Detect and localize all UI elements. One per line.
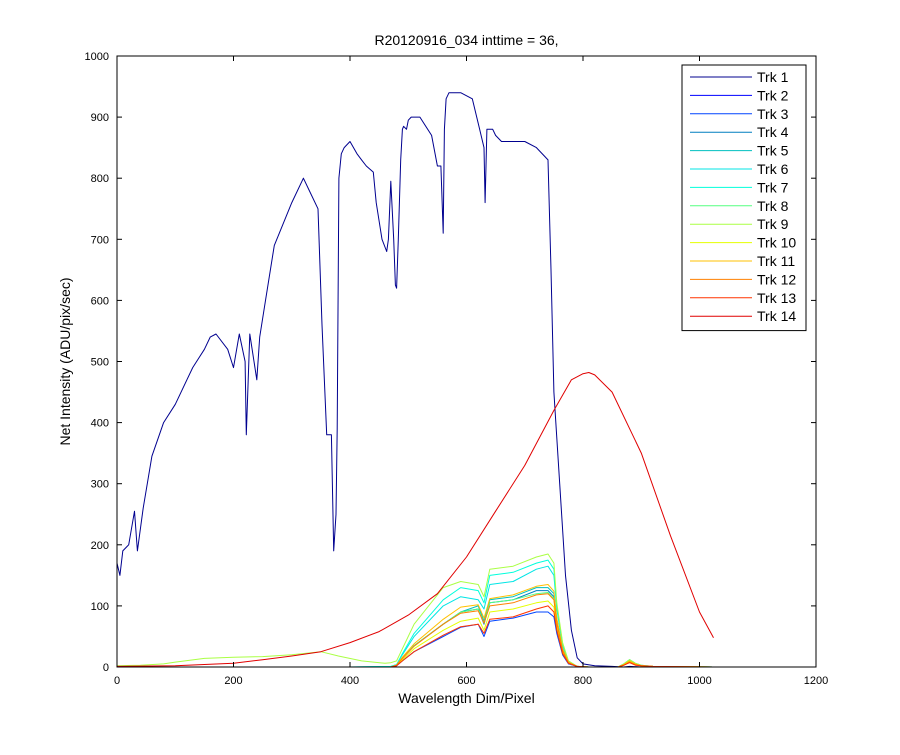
- legend-label-trk-14: Trk 14: [757, 308, 796, 324]
- series-line-trk-11: [117, 584, 714, 668]
- y-tick-label: 300: [91, 479, 109, 491]
- legend-label-trk-13: Trk 13: [757, 290, 796, 306]
- series-line-trk-14: [116, 372, 714, 667]
- legend-label-trk-11: Trk 11: [757, 253, 795, 269]
- series-layer: [116, 92, 714, 668]
- legend-label-trk-12: Trk 12: [757, 271, 796, 287]
- y-tick-label: 600: [91, 295, 109, 307]
- x-tick-label: 800: [574, 675, 592, 687]
- x-tick-label: 400: [341, 675, 359, 687]
- x-tick-label: 600: [457, 675, 475, 687]
- y-tick-label: 200: [91, 540, 109, 552]
- legend-label-trk-1: Trk 1: [757, 69, 789, 85]
- x-tick-label: 1000: [687, 675, 711, 687]
- y-tick-label: 100: [91, 601, 109, 613]
- y-tick-label: 900: [91, 112, 109, 124]
- y-tick-label: 400: [91, 418, 109, 430]
- legend-label-trk-5: Trk 5: [757, 143, 789, 159]
- y-tick-label: 0: [103, 662, 109, 674]
- y-tick-label: 700: [91, 234, 109, 246]
- y-tick-label: 500: [91, 357, 109, 369]
- chart-title: R20120916_034 inttime = 36,: [374, 32, 558, 48]
- y-tick-label: 800: [91, 173, 109, 185]
- x-axis-label: Wavelength Dim/Pixel: [398, 690, 534, 706]
- series-line-trk-1: [116, 92, 714, 668]
- x-tick-label: 200: [224, 675, 242, 687]
- series-line-trk-13: [117, 605, 714, 668]
- y-axis-label: Net Intensity (ADU/pix/sec): [57, 277, 73, 445]
- legend-box: [681, 64, 807, 332]
- x-tick-label: 0: [114, 675, 120, 687]
- legend-label-trk-4: Trk 4: [757, 124, 789, 140]
- legend: Trk 1 Trk 2 Trk 3 Trk 4 Trk 5 Trk 6 Trk 7 Trk 8…: [681, 64, 807, 332]
- legend-label-trk-7: Trk 7: [757, 179, 789, 195]
- x-tick-label: 1200: [804, 675, 828, 687]
- legend-label-trk-10: Trk 10: [757, 235, 796, 251]
- legend-label-trk-8: Trk 8: [757, 198, 789, 214]
- y-tick-label: 1000: [85, 51, 109, 63]
- legend-label-trk-6: Trk 6: [757, 161, 789, 177]
- legend-label-trk-2: Trk 2: [757, 87, 789, 103]
- legend-label-trk-9: Trk 9: [757, 216, 789, 232]
- ticks-layer: 0 200 400 600 800 1000 1200 0 100 200 300 400 500 600…: [85, 51, 829, 687]
- legend-label-trk-3: Trk 3: [757, 106, 789, 122]
